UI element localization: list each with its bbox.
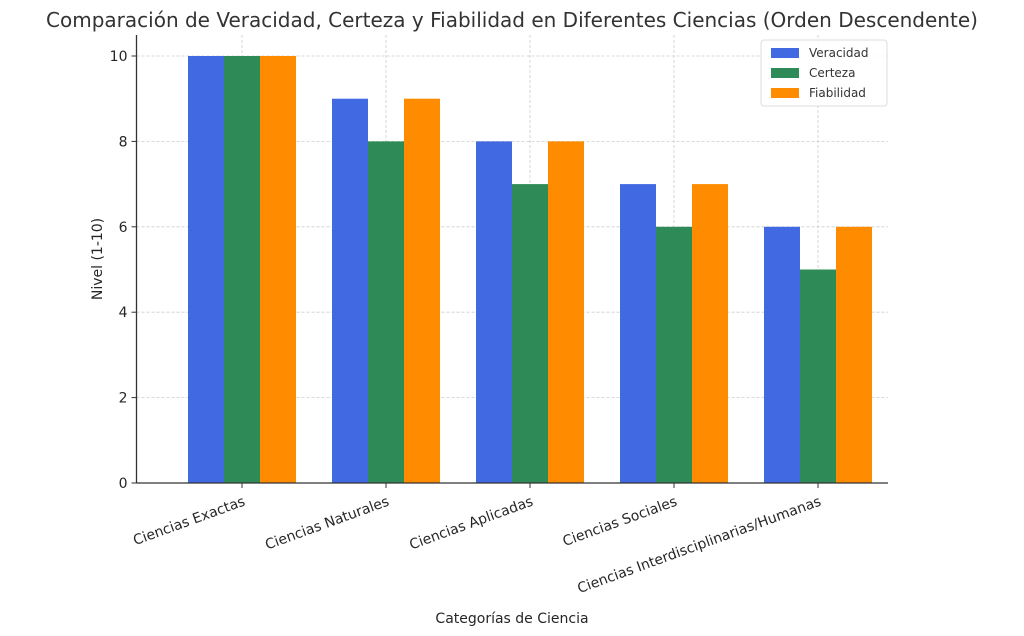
chart-title: Comparación de Veracidad, Certeza y Fiab… <box>46 8 978 32</box>
legend-label-certeza: Certeza <box>809 66 855 80</box>
bar-fiabilidad <box>404 98 440 483</box>
legend-label-fiabilidad: Fiabilidad <box>809 86 866 100</box>
bar-certeza <box>800 269 836 483</box>
legend-label-veracidad: Veracidad <box>809 46 868 60</box>
bar-veracidad <box>476 141 512 483</box>
bar-certeza <box>224 56 260 483</box>
bar-veracidad <box>332 98 368 483</box>
legend: Veracidad Certeza Fiabilidad <box>760 39 888 107</box>
y-tick-label: 2 <box>119 391 128 407</box>
legend-swatch-fiabilidad <box>771 88 799 98</box>
bar-certeza <box>512 184 548 483</box>
bar-fiabilidad <box>836 226 872 484</box>
bars <box>188 56 872 484</box>
y-tick-label: 10 <box>110 49 128 65</box>
bar-fiabilidad <box>260 56 296 483</box>
bar-veracidad <box>188 56 224 483</box>
x-ticks: Ciencias Exactas Ciencias Naturales Cienci… <box>131 483 823 597</box>
x-tick-label: Ciencias Aplicadas <box>407 494 535 554</box>
legend-swatch-certeza <box>771 68 799 78</box>
y-axis-label: Nivel (1-10) <box>90 218 106 300</box>
x-tick-label: Ciencias Naturales <box>263 494 391 554</box>
y-tick-label: 0 <box>119 476 128 492</box>
bar-certeza <box>368 141 404 483</box>
x-tick-label: Ciencias Sociales <box>561 494 680 550</box>
axes <box>135 35 888 484</box>
bar-veracidad <box>764 226 800 484</box>
bar-certeza <box>656 226 692 484</box>
x-axis-label: Categorías de Ciencia <box>435 611 588 627</box>
bar-fiabilidad <box>548 141 584 483</box>
bar-veracidad <box>620 184 656 483</box>
y-tick-label: 4 <box>119 305 128 321</box>
y-tick-label: 8 <box>119 134 128 150</box>
bar-fiabilidad <box>692 184 728 483</box>
x-tick-label: Ciencias Exactas <box>131 494 247 549</box>
y-tick-label: 6 <box>119 220 128 236</box>
y-ticks: 0 2 4 6 8 10 <box>110 49 137 492</box>
legend-swatch-veracidad <box>771 48 799 58</box>
x-tick-label: Ciencias Interdisciplinarias/Humanas <box>575 494 823 597</box>
